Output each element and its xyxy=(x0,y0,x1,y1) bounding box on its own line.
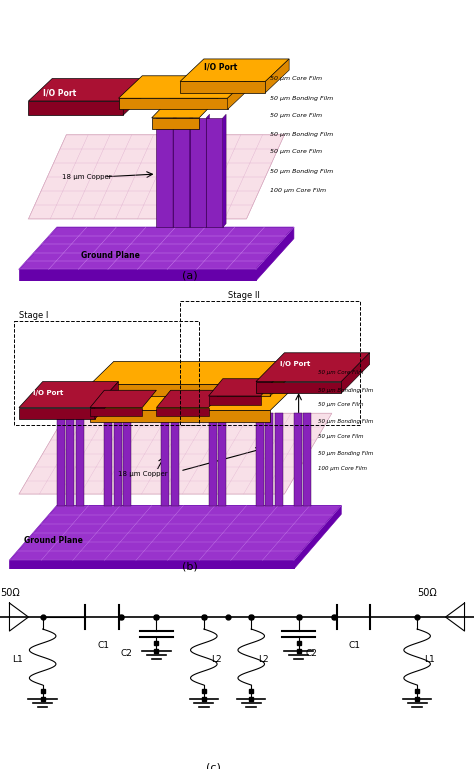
Polygon shape xyxy=(28,135,284,219)
Text: C2: C2 xyxy=(121,648,133,657)
Text: 50 μm Bonding Film: 50 μm Bonding Film xyxy=(270,95,333,101)
Polygon shape xyxy=(28,78,147,101)
Text: I/O Port: I/O Port xyxy=(280,361,310,368)
Text: I/O Port: I/O Port xyxy=(204,63,237,72)
Text: I/O Port: I/O Port xyxy=(43,88,76,97)
Text: Ground Plane: Ground Plane xyxy=(24,536,82,544)
Polygon shape xyxy=(303,414,311,506)
Polygon shape xyxy=(90,361,294,384)
Polygon shape xyxy=(265,59,289,92)
Polygon shape xyxy=(95,381,118,419)
Text: (c): (c) xyxy=(206,762,221,769)
Text: 50 μm Core Film: 50 μm Core Film xyxy=(270,149,322,154)
Polygon shape xyxy=(19,228,294,269)
Polygon shape xyxy=(118,98,228,109)
Polygon shape xyxy=(76,414,84,506)
Text: L1: L1 xyxy=(12,654,23,664)
Text: 50 μm Core Film: 50 μm Core Film xyxy=(318,402,363,408)
Text: L2: L2 xyxy=(211,654,221,664)
Polygon shape xyxy=(256,381,341,393)
Polygon shape xyxy=(123,414,131,506)
Polygon shape xyxy=(90,384,270,396)
Polygon shape xyxy=(152,98,218,118)
Text: I/O Port: I/O Port xyxy=(33,390,64,396)
Polygon shape xyxy=(173,118,190,228)
Text: Stage II: Stage II xyxy=(228,291,259,300)
Polygon shape xyxy=(265,414,273,506)
Polygon shape xyxy=(9,561,294,569)
Polygon shape xyxy=(104,414,112,506)
Polygon shape xyxy=(156,408,209,416)
Polygon shape xyxy=(19,269,256,281)
Polygon shape xyxy=(171,414,179,506)
Text: 100 μm Core Film: 100 μm Core Film xyxy=(270,188,326,193)
Polygon shape xyxy=(152,118,199,129)
Polygon shape xyxy=(209,378,275,396)
Polygon shape xyxy=(57,414,65,506)
Text: 50 μm Bonding Film: 50 μm Bonding Film xyxy=(318,388,373,393)
Polygon shape xyxy=(114,414,122,506)
Polygon shape xyxy=(123,78,147,115)
Polygon shape xyxy=(90,388,294,411)
Polygon shape xyxy=(228,76,251,109)
Polygon shape xyxy=(256,353,370,381)
Polygon shape xyxy=(90,391,156,408)
Polygon shape xyxy=(9,506,341,561)
Text: (b): (b) xyxy=(182,561,198,571)
Polygon shape xyxy=(180,82,265,92)
Text: 50Ω: 50Ω xyxy=(0,588,20,598)
Text: L2: L2 xyxy=(258,654,269,664)
Text: 50 μm Bonding Film: 50 μm Bonding Film xyxy=(270,168,333,174)
Polygon shape xyxy=(270,361,294,396)
Text: 50 μm Core Film: 50 μm Core Film xyxy=(270,76,322,81)
Polygon shape xyxy=(275,414,283,506)
Text: C2: C2 xyxy=(306,648,318,657)
Polygon shape xyxy=(294,414,302,506)
Polygon shape xyxy=(66,414,74,506)
Polygon shape xyxy=(156,391,223,408)
Polygon shape xyxy=(28,101,123,115)
Text: C1: C1 xyxy=(97,641,109,650)
Text: 18 μm Copper: 18 μm Copper xyxy=(62,174,111,180)
Text: L1: L1 xyxy=(424,654,435,664)
Text: Stage I: Stage I xyxy=(19,311,48,320)
Text: Ground Plane: Ground Plane xyxy=(81,251,139,260)
Polygon shape xyxy=(156,118,173,228)
Polygon shape xyxy=(161,414,169,506)
Polygon shape xyxy=(256,228,294,281)
Text: 50 μm Core Film: 50 μm Core Film xyxy=(318,371,363,375)
Polygon shape xyxy=(90,408,142,416)
Polygon shape xyxy=(118,76,251,98)
Text: 50Ω: 50Ω xyxy=(417,588,437,598)
Polygon shape xyxy=(190,118,206,228)
Text: C1: C1 xyxy=(348,641,360,650)
Text: 50 μm Core Film: 50 μm Core Film xyxy=(270,112,322,118)
Text: 50 μm Bonding Film: 50 μm Bonding Film xyxy=(270,132,333,137)
Polygon shape xyxy=(19,408,95,419)
Polygon shape xyxy=(256,414,264,506)
Polygon shape xyxy=(180,59,289,82)
Polygon shape xyxy=(209,396,261,404)
Polygon shape xyxy=(341,353,370,393)
Text: 18 μm Copper: 18 μm Copper xyxy=(118,471,168,477)
Polygon shape xyxy=(294,506,341,569)
Polygon shape xyxy=(206,115,210,228)
Polygon shape xyxy=(19,381,118,408)
Polygon shape xyxy=(190,115,193,228)
Polygon shape xyxy=(90,411,270,422)
Polygon shape xyxy=(223,115,226,228)
Text: (a): (a) xyxy=(182,270,197,280)
Polygon shape xyxy=(173,115,176,228)
Text: 100 μm Core Film: 100 μm Core Film xyxy=(318,465,366,471)
Polygon shape xyxy=(218,414,226,506)
Text: 50 μm Bonding Film: 50 μm Bonding Film xyxy=(318,419,373,424)
Polygon shape xyxy=(206,118,223,228)
Polygon shape xyxy=(209,414,217,506)
Polygon shape xyxy=(19,414,332,494)
Text: 50 μm Bonding Film: 50 μm Bonding Film xyxy=(318,451,373,456)
Text: 50 μm Core Film: 50 μm Core Film xyxy=(318,434,363,439)
